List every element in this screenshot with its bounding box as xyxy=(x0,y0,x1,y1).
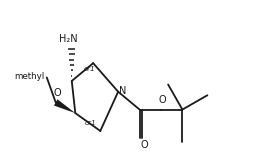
Text: or1: or1 xyxy=(85,120,97,126)
Text: O: O xyxy=(158,95,166,105)
Text: H₂N: H₂N xyxy=(59,34,78,44)
Text: O: O xyxy=(54,88,61,98)
Text: N: N xyxy=(119,86,126,96)
Text: methyl: methyl xyxy=(15,72,45,81)
Text: or1: or1 xyxy=(83,66,95,72)
Text: O: O xyxy=(140,140,148,150)
Polygon shape xyxy=(54,99,75,113)
